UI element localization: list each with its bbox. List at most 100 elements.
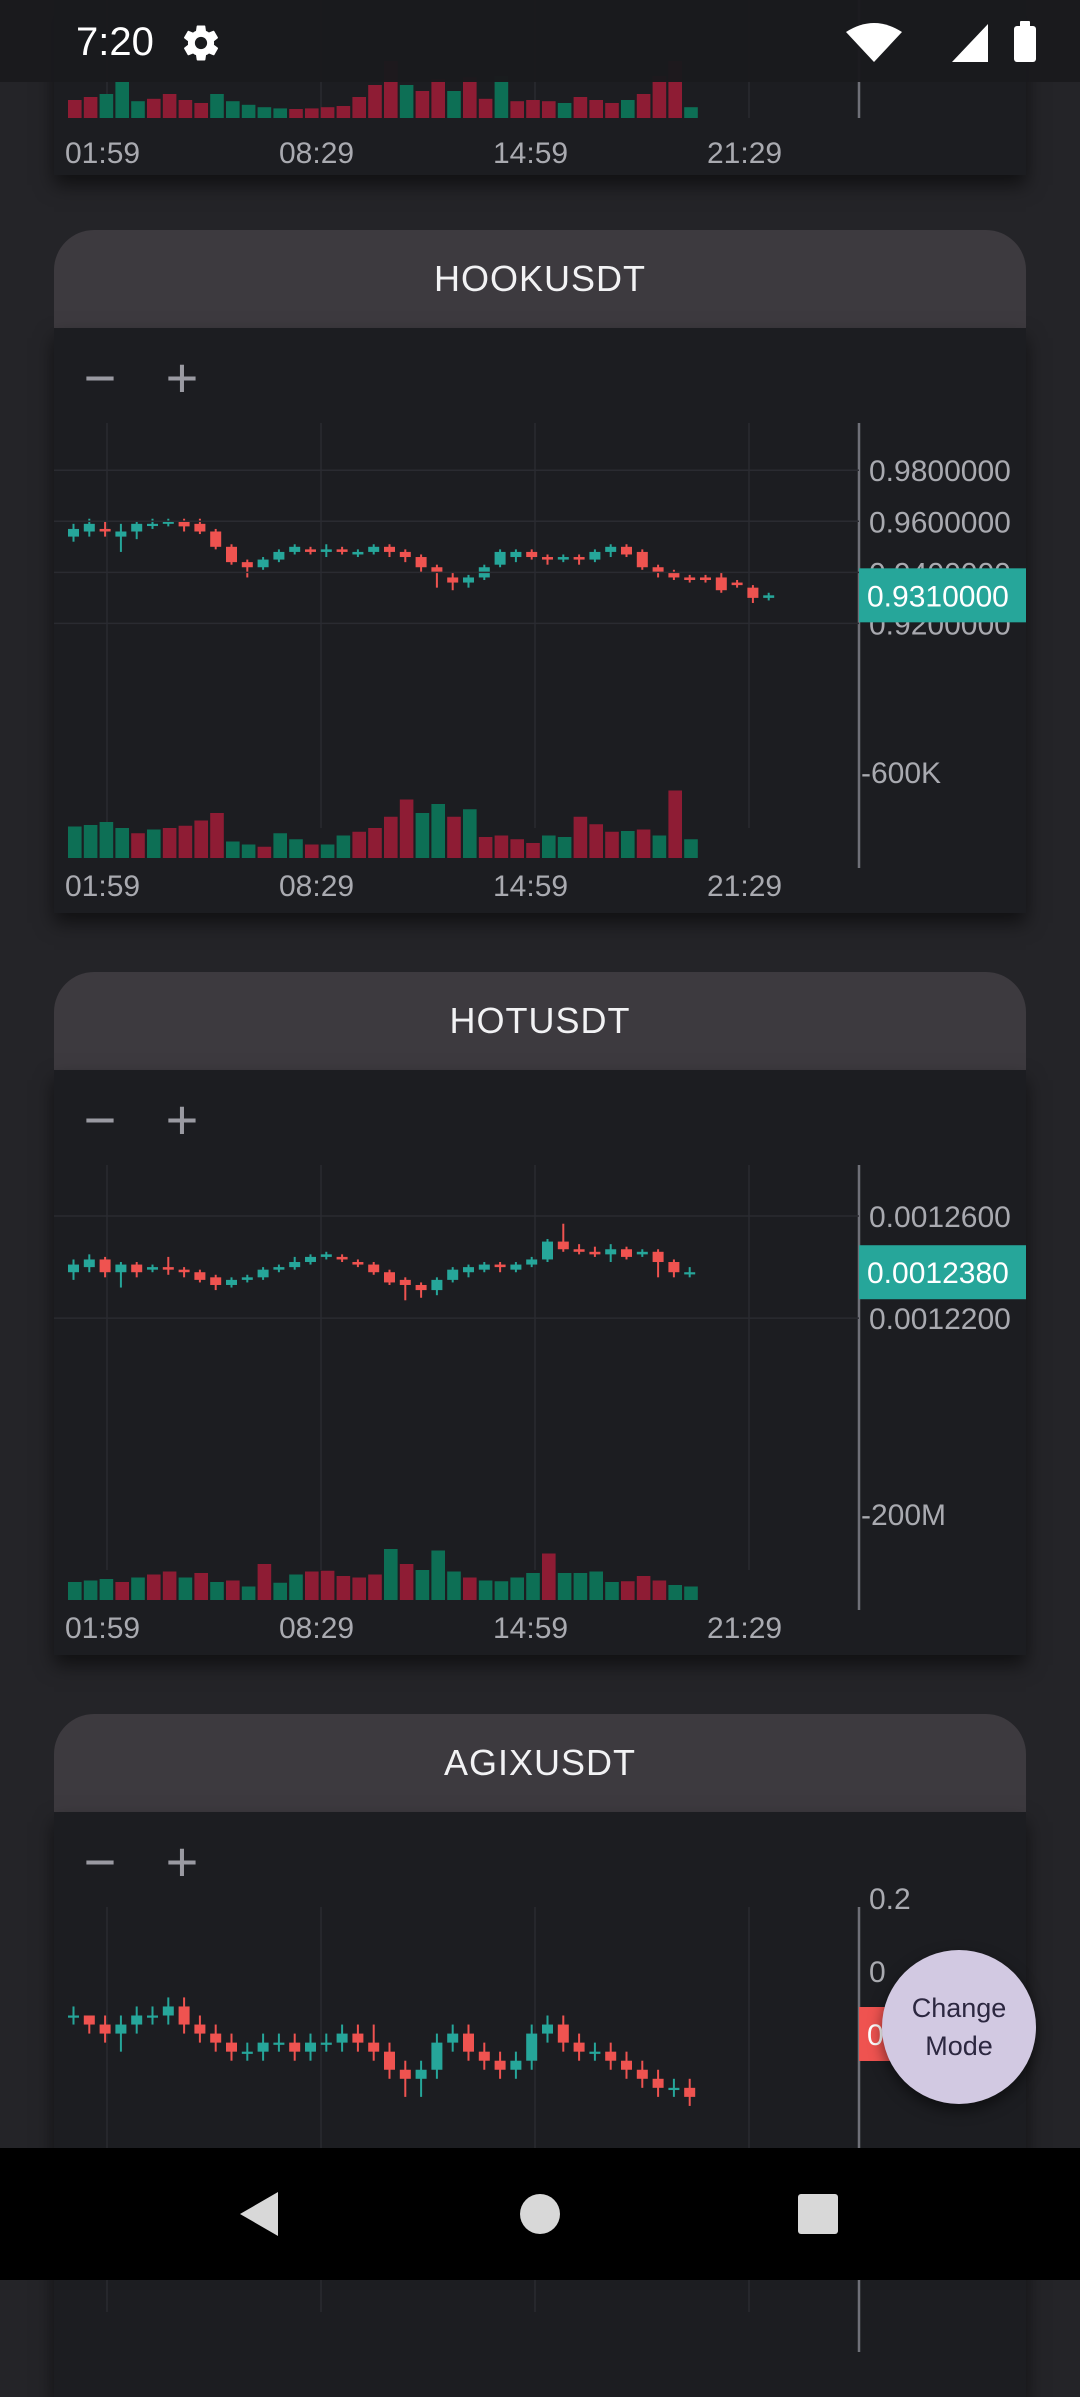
zoom-in-button[interactable]: + xyxy=(165,1830,199,1893)
time-axis-label: 21:29 xyxy=(707,137,782,170)
volume-bar xyxy=(241,844,256,858)
candle-body xyxy=(289,2042,301,2052)
nav-recents-icon[interactable] xyxy=(788,2184,848,2244)
candle-body xyxy=(684,577,696,581)
candle-body xyxy=(573,557,585,560)
candle-body xyxy=(463,2033,474,2052)
chart-card-hookusdt: HOOKUSDT − + 0.98000000.96000000.9400000… xyxy=(54,230,1026,913)
card-header: AGIXUSDT xyxy=(54,1714,1026,1812)
volume-bar xyxy=(352,831,366,858)
candle-body xyxy=(305,549,316,552)
candle-body xyxy=(273,1267,285,1270)
volume-bar xyxy=(542,835,556,858)
candle-body xyxy=(115,1264,127,1273)
price-axis-label: 0.2 xyxy=(869,1883,911,1916)
volume-bar xyxy=(431,79,445,118)
volume-bar xyxy=(257,107,272,118)
chart-card-hotusdt: HOTUSDT − + 0.0012600 0.0012200 0.0012380 -… xyxy=(54,972,1026,1655)
candlestick-chart[interactable]: 0.200.2143000 xyxy=(54,1812,1026,2397)
candle-body xyxy=(431,2042,443,2070)
volume-bar xyxy=(478,837,493,858)
candle-body xyxy=(715,577,727,591)
nav-back-icon[interactable] xyxy=(232,2184,292,2244)
volume-bar xyxy=(99,94,114,118)
volume-bar xyxy=(320,1570,335,1600)
candle-body xyxy=(194,1272,206,1280)
candle-body xyxy=(652,2078,664,2088)
candlestick-chart[interactable]: 0.98000000.96000000.94000000.92000000.93… xyxy=(54,328,1026,913)
candle-body xyxy=(415,557,427,568)
price-axis-label: 0 xyxy=(869,1956,886,1989)
volume-bar xyxy=(115,1582,129,1600)
time-axis-label: 21:29 xyxy=(707,1612,782,1645)
time-axis-label: 14:59 xyxy=(493,870,568,903)
fab-label-line1: Change xyxy=(911,1993,1007,2023)
candle-body xyxy=(415,2069,427,2079)
volume-bar xyxy=(652,1580,667,1600)
volume-bar xyxy=(589,824,603,858)
volume-bar xyxy=(605,103,619,118)
last-price-badge xyxy=(859,568,1026,623)
candle-body xyxy=(226,546,237,563)
change-mode-button[interactable]: Change Mode xyxy=(882,1950,1036,2104)
candle-body xyxy=(478,1264,490,1270)
last-price-label: 0.9310000 xyxy=(867,580,1009,613)
volume-bar xyxy=(336,106,351,118)
volume-bar xyxy=(273,833,287,858)
volume-bar xyxy=(305,108,319,118)
candle-body xyxy=(241,1277,253,1280)
candle-body xyxy=(147,2015,158,2018)
volume-bar xyxy=(68,100,82,118)
volume-bar xyxy=(557,1573,572,1600)
candle-body xyxy=(320,1254,332,1257)
volume-bar xyxy=(336,1576,351,1600)
candle-body xyxy=(494,1264,506,1268)
volume-bar xyxy=(573,97,588,118)
candle-body xyxy=(305,1256,316,1263)
candle-body xyxy=(305,2042,316,2052)
nav-home-icon[interactable] xyxy=(510,2184,570,2244)
status-icons xyxy=(846,21,1036,62)
zoom-out-button[interactable]: − xyxy=(83,1830,117,1893)
candle-body xyxy=(747,587,759,598)
wifi-icon xyxy=(846,23,902,62)
zoom-out-button[interactable]: − xyxy=(83,346,117,409)
candle-body xyxy=(131,2015,143,2025)
candle-body xyxy=(336,549,348,552)
price-axis-label: 0.9600000 xyxy=(869,506,1011,539)
volume-bar xyxy=(147,1574,161,1600)
zoom-in-button[interactable]: + xyxy=(165,346,199,409)
candle-body xyxy=(368,1264,380,1273)
volume-bar xyxy=(226,101,240,118)
volume-bar xyxy=(336,835,351,858)
candle-body xyxy=(621,1249,632,1257)
volume-bar xyxy=(447,91,461,118)
volume-bar xyxy=(526,1573,540,1600)
candle-body xyxy=(257,1269,269,1278)
volume-axis-label: -600K xyxy=(861,757,941,790)
candle-body xyxy=(210,1277,222,1285)
candle-body xyxy=(542,2024,553,2034)
zoom-out-button[interactable]: − xyxy=(83,1088,117,1151)
candle-body xyxy=(131,523,143,532)
candle-body xyxy=(336,2033,348,2043)
candle-body xyxy=(589,1251,601,1255)
volume-bar xyxy=(684,107,698,118)
volume-bar xyxy=(478,1580,493,1600)
candle-body xyxy=(320,549,332,552)
card-body: − + 0.0012600 0.0012200 0.0012380 -200M 01:5… xyxy=(54,1070,1026,1655)
volume-bar xyxy=(147,98,161,118)
candle-body xyxy=(510,1264,522,1270)
volume-bar xyxy=(510,839,524,858)
candle-body xyxy=(399,2069,411,2079)
volume-bar xyxy=(684,839,698,858)
zoom-in-button[interactable]: + xyxy=(165,1088,199,1151)
candlestick-chart[interactable]: 0.0012600 0.0012200 0.0012380 -200M 01:59 08:… xyxy=(54,1070,1026,1655)
price-axis-label: 0.9800000 xyxy=(869,455,1011,488)
volume-bar xyxy=(131,833,145,858)
candle-body xyxy=(573,2042,585,2052)
candle-body xyxy=(115,2024,127,2034)
candle-body xyxy=(447,1269,459,1280)
volume-bar xyxy=(668,790,682,858)
